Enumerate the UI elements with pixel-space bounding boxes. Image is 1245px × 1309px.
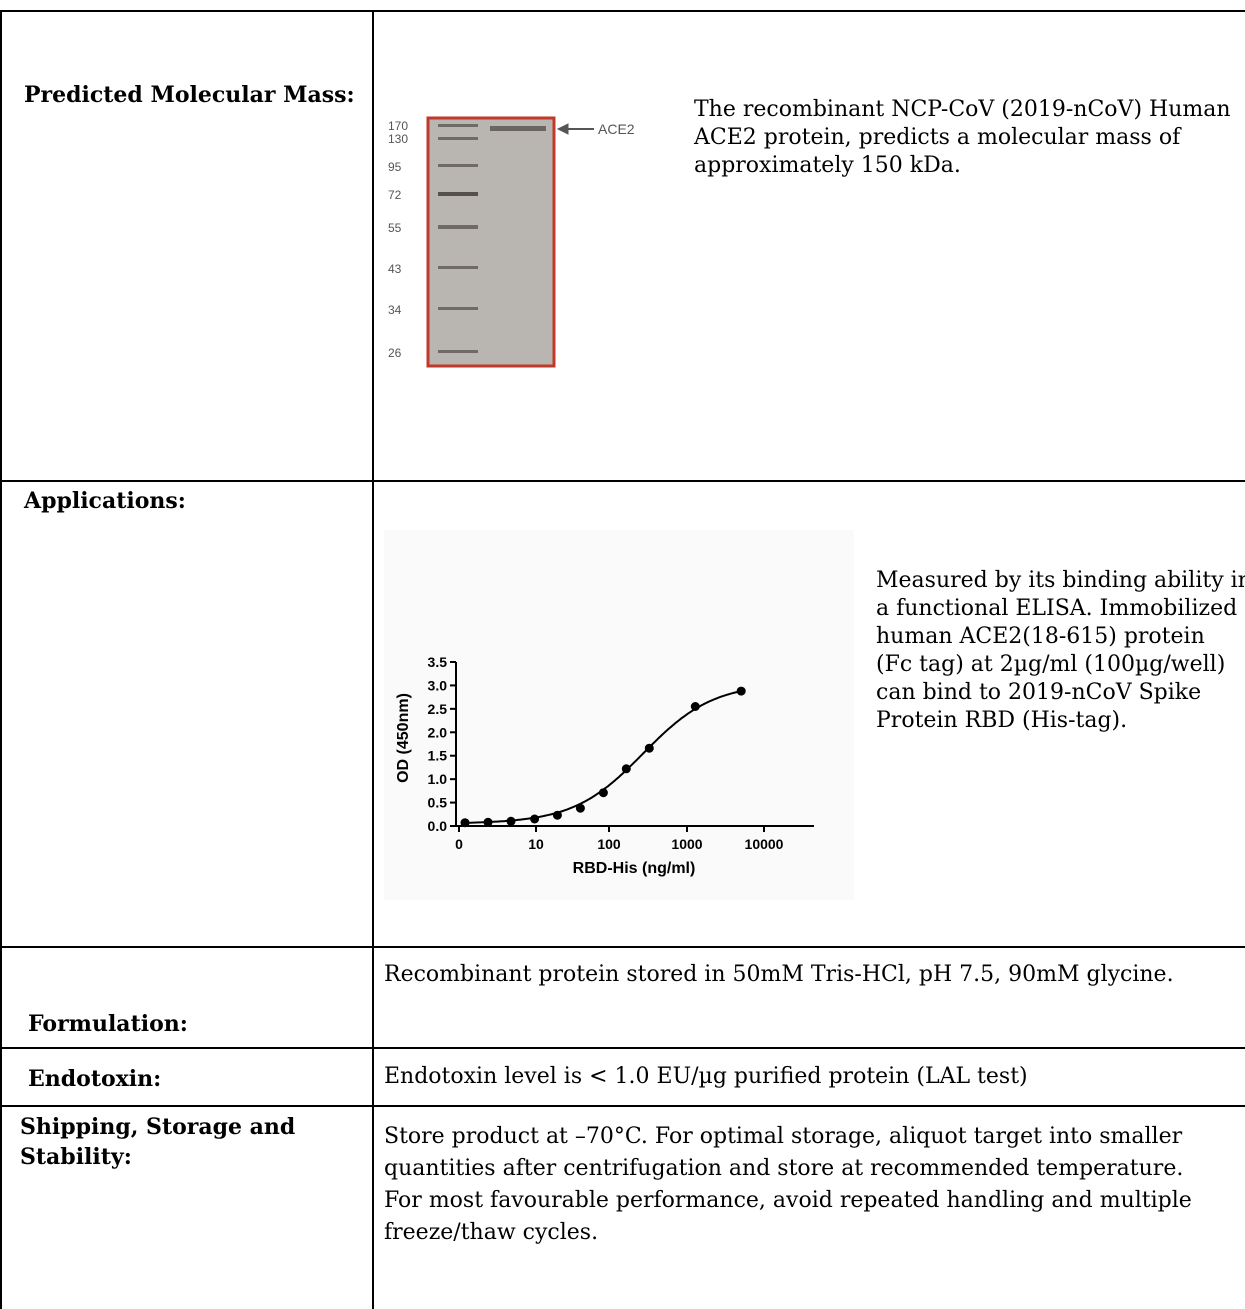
- data-point: [483, 817, 493, 827]
- marker-43: 43: [388, 262, 402, 276]
- data-point: [460, 818, 470, 828]
- formulation-label: Formulation:: [28, 1011, 188, 1037]
- applications-label: Applications:: [24, 488, 186, 514]
- rule-2: [0, 946, 1245, 948]
- data-point: [736, 686, 746, 696]
- y-tick-label: 3.5: [428, 654, 448, 670]
- y-tick-label: 1.0: [428, 771, 448, 787]
- ladder-bands: [438, 124, 478, 353]
- y-tick-label: 3.0: [428, 677, 448, 693]
- x-tick-label: 10: [528, 836, 544, 852]
- storage-label-line-2: Stability:: [20, 1144, 132, 1170]
- marker-95: 95: [388, 160, 402, 174]
- app-line-4: (Fc tag) at 2µg/ml (100µg/well): [876, 652, 1226, 677]
- rule-top: [0, 10, 1245, 12]
- x-tick-label: 10000: [745, 836, 784, 852]
- data-point: [598, 788, 608, 798]
- gel-frame: [426, 116, 556, 368]
- storage-line-3: For most favourable performance, avoid r…: [384, 1188, 1192, 1213]
- rule-left: [0, 10, 2, 1309]
- marker-26: 26: [388, 346, 402, 360]
- x-tick-label: 100: [597, 836, 621, 852]
- rule-1: [0, 480, 1245, 482]
- app-line-5: can bind to 2019-nCoV Spike: [876, 680, 1202, 705]
- storage-label: Shipping, Storage and Stability:: [20, 1112, 295, 1172]
- y-tick-label: 0.0: [428, 818, 448, 834]
- mass-label: Predicted Molecular Mass:: [24, 82, 355, 108]
- data-point: [530, 814, 540, 824]
- data-point: [552, 810, 562, 820]
- storage-label-line-1: Shipping, Storage and: [20, 1114, 296, 1140]
- marker-130: 130: [388, 132, 408, 146]
- y-axis: 0.0 0.5 1.0 1.5 2.0 2.5 3.0 3.5: [428, 654, 457, 834]
- data-point: [506, 816, 516, 826]
- y-tick-label: 1.5: [428, 748, 448, 764]
- mass-description: The recombinant NCP-CoV (2019-nCoV) Huma…: [694, 96, 1231, 180]
- rule-mid: [372, 10, 374, 1309]
- chart-background: [384, 530, 854, 900]
- ace2-arrow-label: ACE2: [598, 121, 635, 137]
- band-arrow: [556, 123, 594, 135]
- app-line-2: a functional ELISA. Immobilized: [876, 596, 1238, 621]
- x-tick-label: 1000: [671, 836, 702, 852]
- y-tick-label: 0.5: [428, 795, 448, 811]
- y-tick-label: 2.0: [428, 724, 448, 740]
- x-tick-label: 0: [455, 836, 463, 852]
- app-line-3: human ACE2(18-615) protein: [876, 624, 1205, 649]
- storage-line-4: freeze/thaw cycles.: [384, 1220, 599, 1245]
- x-axis: 0 10 100 1000 10000: [455, 825, 814, 852]
- storage-line-1: Store product at –70°C. For optimal stor…: [384, 1124, 1183, 1149]
- storage-line-2: quantities after centrifugation and stor…: [384, 1156, 1184, 1181]
- storage-text: Store product at –70°C. For optimal stor…: [384, 1121, 1234, 1249]
- data-point: [690, 702, 700, 711]
- applications-description: Measured by its binding ability in a fun…: [876, 567, 1245, 735]
- app-line-6: Protein RBD (His-tag).: [876, 708, 1128, 733]
- data-points: [460, 686, 746, 828]
- mass-line-1: The recombinant NCP-CoV (2019-nCoV) Huma…: [694, 97, 1231, 122]
- data-point: [621, 764, 631, 774]
- endotoxin-text: Endotoxin level is < 1.0 EU/µg purified …: [384, 1064, 1028, 1089]
- elisa-binding-chart: 0.0 0.5 1.0 1.5 2.0 2.5 3.0 3.5 0 10 100 1000 10000…: [384, 530, 854, 900]
- marker-55: 55: [388, 221, 402, 235]
- rule-3: [0, 1047, 1245, 1049]
- marker-34: 34: [388, 303, 402, 317]
- marker-labels: 170 130 95 72 55 43 34 26: [388, 119, 408, 360]
- ace2-band: [490, 126, 546, 131]
- marker-170: 170: [388, 119, 408, 133]
- mass-line-2: ACE2 protein, predicts a molecular mass …: [694, 125, 1181, 150]
- data-point: [644, 743, 654, 753]
- rule-4: [0, 1105, 1245, 1107]
- formulation-text: Recombinant protein stored in 50mM Tris-…: [384, 962, 1174, 987]
- endotoxin-label: Endotoxin:: [28, 1066, 162, 1092]
- sds-page-gel: 170 130 95 72 55 43 34 26 ACE2: [388, 116, 635, 368]
- mass-line-3: approximately 150 kDa.: [694, 153, 961, 178]
- data-point: [575, 803, 585, 813]
- y-tick-label: 2.5: [428, 701, 448, 717]
- marker-72: 72: [388, 188, 402, 202]
- y-axis-title: OD (450nm): [395, 693, 412, 783]
- app-line-1: Measured by its binding ability in: [876, 568, 1245, 593]
- x-axis-title: RBD-His (ng/ml): [573, 860, 696, 877]
